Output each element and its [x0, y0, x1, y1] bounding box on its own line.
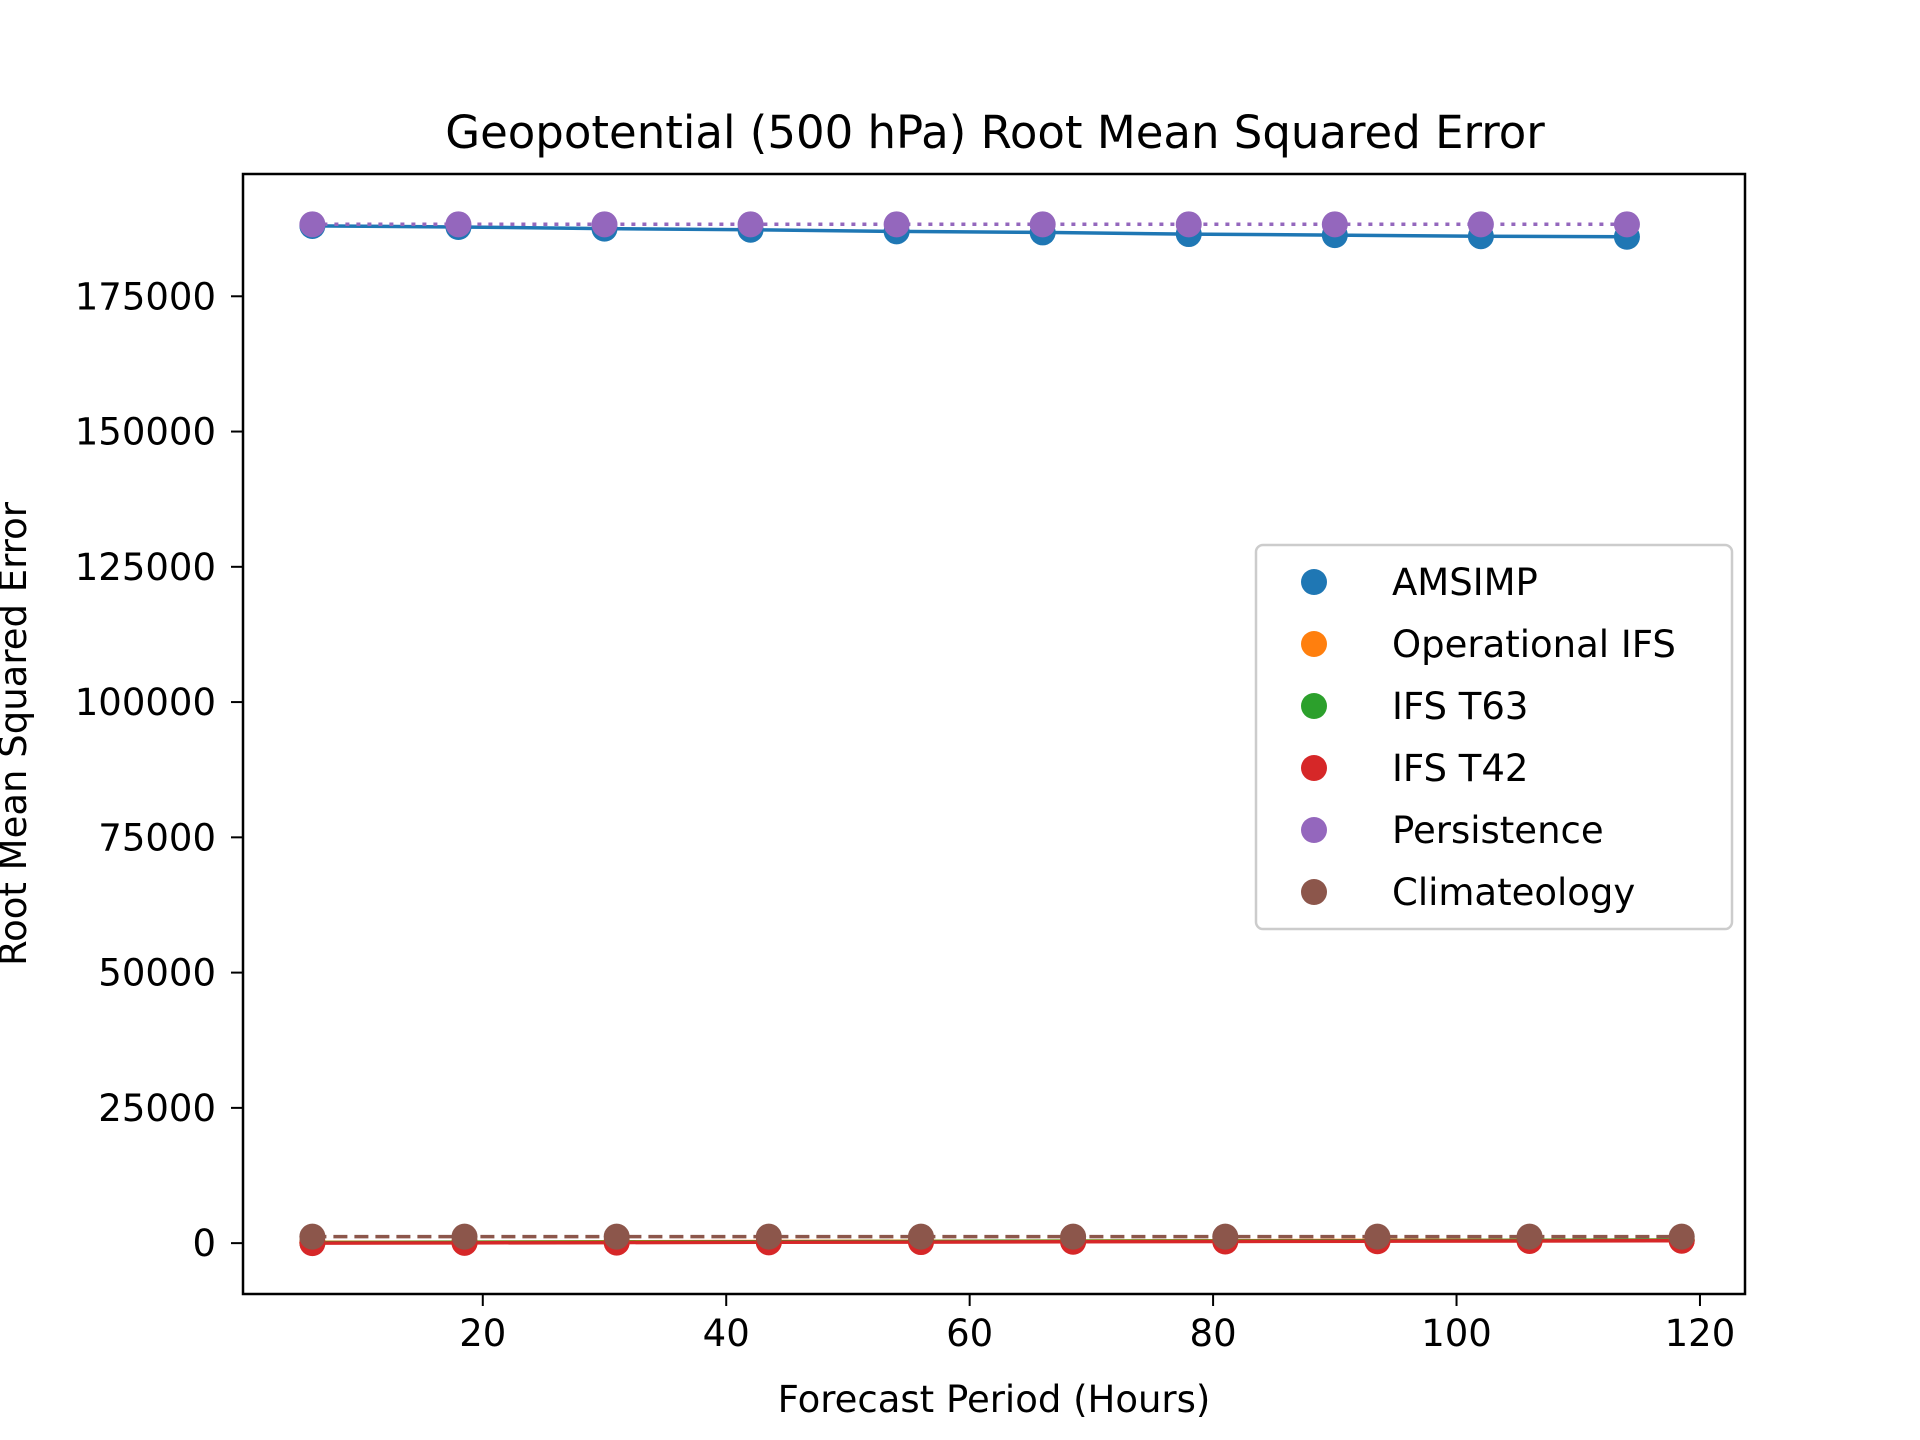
data-point — [907, 1223, 934, 1250]
legend-entry: AMSIMP — [1392, 561, 1538, 604]
data-point — [737, 211, 764, 238]
legend-entry: Operational IFS — [1392, 623, 1676, 666]
legend-marker — [1301, 569, 1327, 595]
y-tick-label: 25000 — [98, 1087, 216, 1130]
data-point — [1029, 211, 1056, 238]
y-tick-label: 75000 — [98, 816, 216, 859]
y-tick-label: 150000 — [75, 411, 216, 454]
plot-area — [299, 211, 1695, 1257]
legend: AMSIMP Operational IFS IFS T63 IFS T42 Persi… — [1254, 543, 1734, 931]
data-point — [1364, 1223, 1391, 1250]
x-axis: 20 40 60 80 100 120 — [459, 1294, 1735, 1355]
data-point — [755, 1223, 782, 1250]
legend-entry: IFS T63 — [1392, 685, 1528, 728]
data-point — [1668, 1223, 1695, 1250]
y-tick-label: 100000 — [75, 681, 216, 724]
data-point — [299, 1223, 326, 1250]
x-tick-label: 80 — [1190, 1312, 1237, 1355]
legend-entry: Persistence — [1392, 809, 1604, 852]
x-tick-label: 60 — [946, 1312, 993, 1355]
plot-frame — [241, 172, 1747, 1296]
x-axis-title: Forecast Period (Hours) — [778, 1378, 1211, 1421]
series-line — [312, 1238, 1682, 1245]
legend-marker — [1301, 817, 1327, 843]
y-axis-title: Root Mean Squared Error — [0, 501, 35, 966]
data-point — [603, 1223, 630, 1250]
data-point — [299, 211, 326, 238]
legend-marker — [1301, 755, 1327, 781]
legend-marker — [1301, 693, 1327, 719]
data-point — [1467, 211, 1494, 238]
series-line — [312, 224, 1627, 239]
y-tick-label: 175000 — [75, 275, 216, 318]
data-point — [445, 211, 472, 238]
y-tick-label: 50000 — [98, 952, 216, 995]
legend-marker — [1301, 631, 1327, 657]
legend-frame — [1254, 543, 1734, 931]
x-tick-label: 120 — [1665, 1312, 1736, 1355]
chart-title: Geopotential (500 hPa) Root Mean Squared… — [445, 106, 1545, 159]
x-tick-label: 20 — [459, 1312, 506, 1355]
data-point — [883, 211, 910, 238]
legend-entry: Climateology — [1392, 871, 1635, 914]
x-tick-label: 40 — [703, 1312, 750, 1355]
data-point — [451, 1223, 478, 1250]
data-point — [591, 211, 618, 238]
y-tick-label: 125000 — [75, 546, 216, 589]
y-axis: 0 25000 50000 75000 100000 125000 150000 175000 — [75, 275, 243, 1265]
legend-marker — [1301, 879, 1327, 905]
data-point — [1516, 1223, 1543, 1250]
x-tick-label: 100 — [1421, 1312, 1492, 1355]
data-point — [1060, 1223, 1087, 1250]
data-point — [1212, 1223, 1239, 1250]
data-point — [1175, 211, 1202, 238]
data-point — [1613, 211, 1640, 238]
y-tick-label: 0 — [192, 1222, 216, 1265]
legend-entry: IFS T42 — [1392, 747, 1528, 790]
data-point — [1321, 211, 1348, 238]
